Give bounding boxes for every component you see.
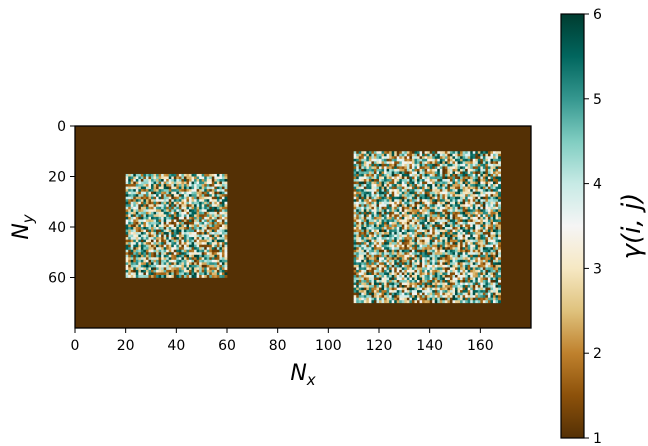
x-tick-label: 160 <box>467 338 494 354</box>
x-tick-label: 0 <box>71 338 80 354</box>
heatmap-area <box>74 125 532 329</box>
y-tick-label: 40 <box>48 220 66 236</box>
x-tick-label: 20 <box>117 338 135 354</box>
y-axis-title: Ny <box>9 213 37 239</box>
colorbar-tick-label: 2 <box>593 346 602 362</box>
colorbar: 1 2 3 4 5 6 γ(i, j) <box>560 7 647 446</box>
colorbar-tick-label: 1 <box>593 431 602 446</box>
colorbar-ticks: 1 2 3 4 5 6 <box>584 7 602 446</box>
y-axis: 0 20 40 60 <box>48 119 75 287</box>
colorbar-tick-label: 5 <box>593 92 602 108</box>
heatmap-regions <box>125 151 501 304</box>
y-tick-label: 20 <box>48 170 66 186</box>
colorbar-title: γ(i, j) <box>617 193 647 260</box>
colorbar-tick-label: 4 <box>593 177 602 193</box>
colorbar-gradient <box>561 14 584 438</box>
heatmap-region-1 <box>125 173 228 278</box>
x-tick-label: 140 <box>416 338 443 354</box>
colorbar-frame <box>560 13 585 439</box>
x-tick-label: 120 <box>366 338 393 354</box>
x-tick-label: 80 <box>269 338 287 354</box>
x-tick-label: 100 <box>315 338 342 354</box>
y-tick-label: 0 <box>57 119 66 135</box>
x-axis-title: Nx <box>290 361 315 389</box>
x-tick-label: 40 <box>167 338 185 354</box>
colorbar-tick-label: 6 <box>593 7 602 23</box>
heatmap-region-2 <box>353 151 501 304</box>
x-axis: 0 20 40 60 80 100 120 140 160 <box>71 328 494 354</box>
x-tick-label: 60 <box>218 338 236 354</box>
colorbar-tick-label: 3 <box>593 261 602 277</box>
y-tick-label: 60 <box>48 271 66 287</box>
